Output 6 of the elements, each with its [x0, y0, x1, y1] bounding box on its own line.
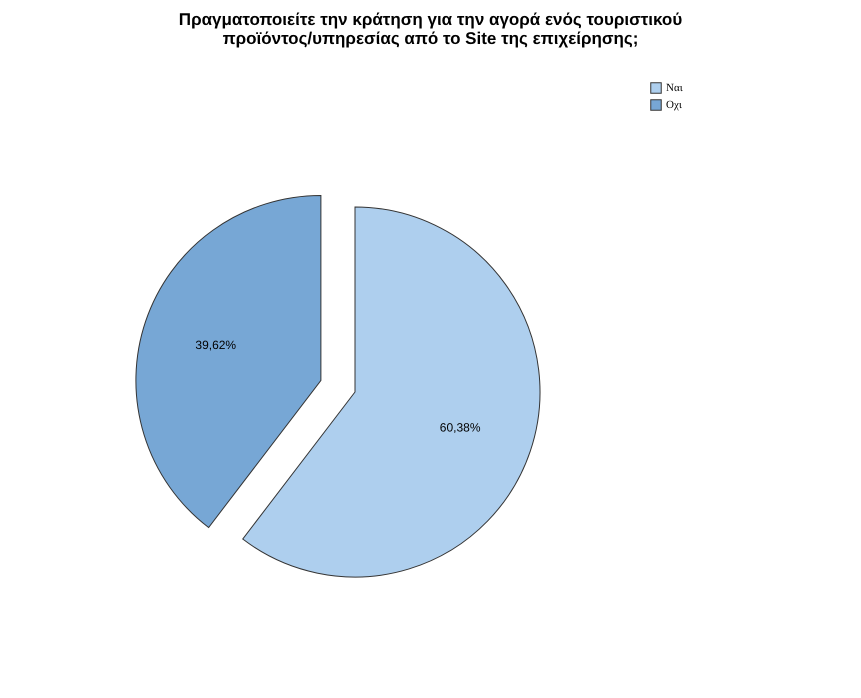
data-label: 39,62% — [195, 338, 236, 352]
data-label: 60,38% — [440, 420, 481, 435]
legend-label: Ναι — [666, 82, 683, 94]
text: προϊόντος/υπηρεσίας από το Site της επιχείρησης; — [222, 29, 638, 48]
text: Πραγματοποιείτε την κράτηση για την αγορά ενός τουριστικού — [178, 10, 682, 29]
legend-label: Οχι — [666, 99, 682, 111]
